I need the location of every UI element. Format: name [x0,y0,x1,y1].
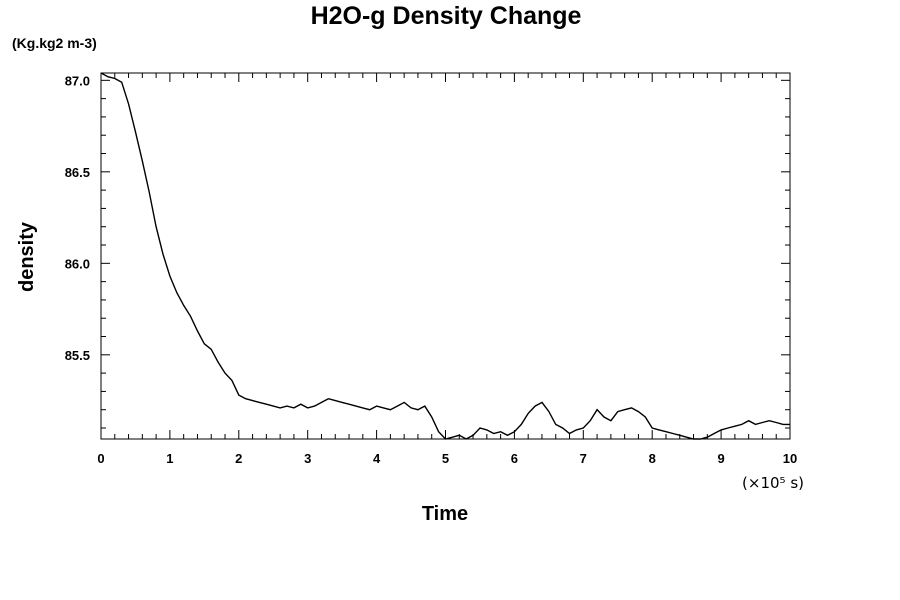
plot-frame [100,72,791,440]
density-series-line [100,72,790,440]
x-tick-label: 1 [166,451,173,466]
x-axis-ticks [100,73,791,439]
y-axis-ticks [101,79,790,429]
x-axis-scale-note: (×10⁵ s) [742,474,804,492]
chart-title: H2O-g Density Change [311,2,582,30]
x-tick-label: 3 [304,451,311,466]
x-tick-label: 0 [97,451,104,466]
x-tick-label: 10 [783,451,797,466]
y-axis-tick-labels: 85.5 86.0 86.5 87.0 [65,73,90,363]
x-tick-label: 5 [442,451,449,466]
x-axis-tick-labels: 0 1 2 3 4 5 6 7 8 9 10 [97,451,797,466]
y-tick-label: 85.5 [65,348,90,363]
x-tick-label: 6 [511,451,518,466]
y-tick-label: 87.0 [65,73,90,88]
y-axis-unit: (Kg.kg2 m-3) [12,35,97,51]
x-axis-label: Time [422,503,468,525]
y-tick-label: 86.5 [65,165,90,180]
x-tick-label: 7 [580,451,587,466]
y-axis-label: density [16,221,38,292]
x-tick-label: 2 [235,451,242,466]
x-tick-label: 4 [373,451,381,466]
x-tick-label: 8 [649,451,656,466]
x-tick-label: 9 [717,451,724,466]
y-tick-label: 86.0 [65,256,90,271]
